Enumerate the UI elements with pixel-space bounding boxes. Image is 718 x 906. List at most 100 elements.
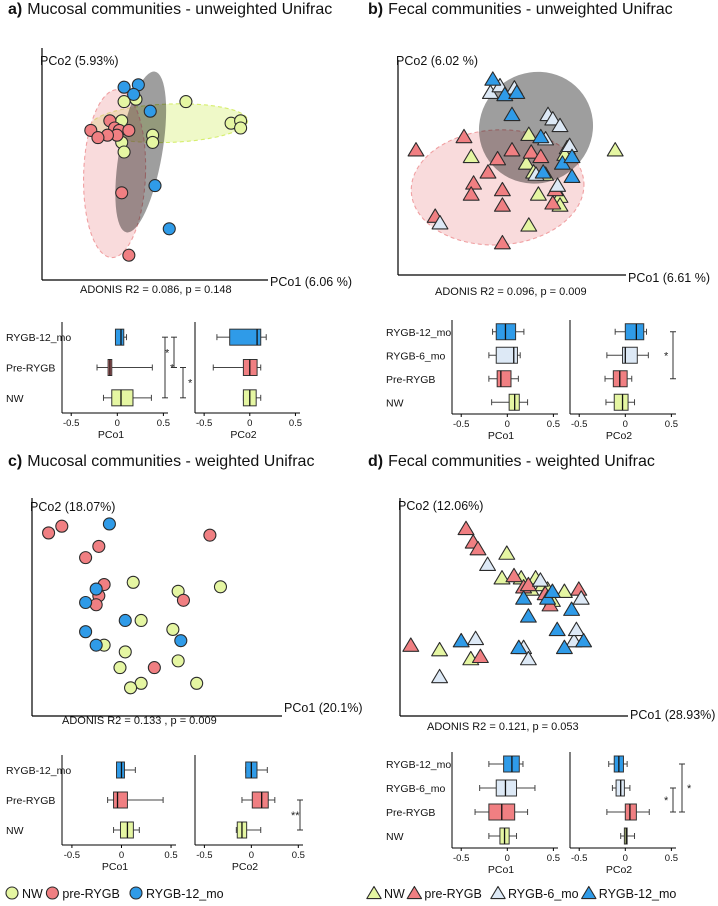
boxplot-category-label: RYGB-12_mo (386, 759, 451, 771)
data-point-rygb12 (519, 608, 537, 623)
legend-label: pre-RYGB (424, 887, 481, 901)
data-point-rygb12 (532, 128, 550, 144)
boxplot-tick-label: -0.5 (571, 419, 587, 430)
data-point-pre (479, 164, 497, 179)
data-point-rygb6 (544, 111, 562, 126)
boxplot-box-pre (251, 791, 269, 809)
data-point-rygb12 (543, 583, 561, 598)
data-point-rygb12 (174, 634, 188, 648)
data-point-NW (517, 155, 535, 170)
significance-label: * (664, 350, 669, 362)
data-point-pre (519, 576, 537, 592)
data-point-pre (91, 131, 105, 145)
boxplot-tick-label: -0.5 (63, 418, 79, 429)
boxplot-tick-label: -0.5 (64, 850, 80, 861)
panel-title: a) Mucosal communities - unweighted Unifr… (8, 1, 332, 18)
data-point-pre (471, 648, 489, 664)
boxplot-category-label: Pre-RYGB (6, 795, 55, 807)
data-point-rygb12 (563, 601, 581, 616)
data-point-pre (402, 637, 420, 652)
panel-b: b) Fecal communities - unweighted Unifrac… (368, 1, 710, 442)
data-point-rygb12 (563, 168, 581, 184)
boxplot-box-pre (496, 370, 512, 388)
data-point-pre (522, 144, 540, 159)
data-point-rygb12 (79, 625, 93, 639)
data-point-pre (469, 540, 487, 556)
data-point-rygb6 (531, 572, 549, 587)
data-point-pre (176, 593, 190, 607)
panel-title-text: Mucosal communities - weighted Unifrac (27, 453, 314, 470)
data-point-pre (493, 197, 511, 212)
data-point-NW (555, 583, 573, 598)
boxplot-category-label: RYGB-12_mo (6, 765, 71, 777)
panel-label: a) (8, 1, 22, 18)
boxplot-category-label: NW (6, 393, 24, 405)
data-point-rygb6 (561, 137, 579, 153)
data-point-NW (213, 580, 228, 594)
data-point-pre (122, 123, 136, 137)
legend-marker-rygb6 (490, 885, 506, 900)
legend-marker-rygb12 (129, 886, 143, 900)
data-point-rygb12 (484, 71, 502, 86)
data-point-rygb12 (452, 632, 470, 648)
data-point-rygb12 (563, 148, 581, 164)
data-point-rygb12 (575, 632, 593, 648)
legend-label: NW (384, 887, 405, 901)
adonis-stat: ADONIS R2 = 0.121, p = 0.053 (427, 721, 579, 733)
boxplot-box-NW (111, 389, 134, 407)
data-point-NW (124, 681, 138, 695)
data-point-rygb12 (127, 87, 141, 101)
legend-label: NW (22, 887, 43, 901)
data-point-rygb12 (508, 84, 526, 99)
data-point-rygb12 (515, 590, 533, 605)
data-point-NW (529, 186, 547, 201)
boxplot-tick-label: -0.5 (571, 853, 587, 864)
data-point-pre (462, 186, 480, 201)
boxplot-tick-label: 0.5 (164, 850, 177, 861)
legend-marker-pre (45, 886, 59, 900)
data-point-NW (117, 145, 131, 159)
boxplot-box-rygb6 (622, 346, 638, 364)
boxplot-tick-label: -0.5 (196, 850, 212, 861)
legend-marker-NW (366, 885, 382, 900)
data-point-NW (179, 95, 193, 109)
boxplot-axis-label: PCo2 (230, 429, 256, 441)
boxplot-category-label: NW (386, 831, 404, 843)
data-point-rygb6 (519, 650, 537, 666)
boxplot-axis-label: PCo2 (606, 430, 632, 442)
legend-label: RYGB-6_mo (508, 887, 579, 901)
data-point-rygb12 (534, 164, 552, 179)
y-axis-label: PCo2 (5.93%) (40, 54, 119, 68)
data-point-NW (606, 142, 624, 157)
data-point-pre (544, 195, 562, 210)
data-point-rygb12 (89, 582, 103, 596)
panel-label: b) (368, 1, 383, 18)
x-axis-label: PCo1 (6.06 %) (270, 275, 352, 289)
boxplot-box-pre (113, 791, 128, 809)
boxplot-box-rygb12 (116, 761, 125, 779)
legend-circles: NW pre-RYGB RYGB-12_mo (5, 886, 224, 901)
data-point-pre (55, 519, 69, 533)
data-point-pre (489, 150, 507, 166)
data-point-NW (134, 613, 148, 628)
panel-title: d) Fecal communities - weighted Unifrac (368, 453, 655, 470)
data-point-rygb12 (496, 86, 514, 102)
data-point-pre (505, 567, 523, 583)
data-point-pre (42, 526, 56, 540)
boxplot-box-NW (613, 393, 629, 411)
data-point-rygb12 (148, 179, 162, 193)
boxplot-tick-label: 0.5 (665, 419, 678, 430)
data-point-pre (457, 520, 475, 536)
boxplot-axis-label: PCo1 (98, 429, 124, 441)
legend-label: RYGB-12_mo (146, 887, 224, 901)
data-point-pre (115, 186, 129, 200)
boxplot-category-label: NW (386, 397, 404, 409)
panel-label: d) (368, 453, 383, 470)
x-axis-label: PCo1 (20.1%) (284, 701, 363, 715)
data-point-pre (465, 175, 483, 190)
boxplot-tick-label: 0.5 (547, 853, 560, 864)
boxplot-category-label: RYGB-12_mo (6, 332, 71, 344)
boxplot-axis-label: PCo1 (488, 864, 514, 876)
significance-label: * (170, 363, 175, 375)
